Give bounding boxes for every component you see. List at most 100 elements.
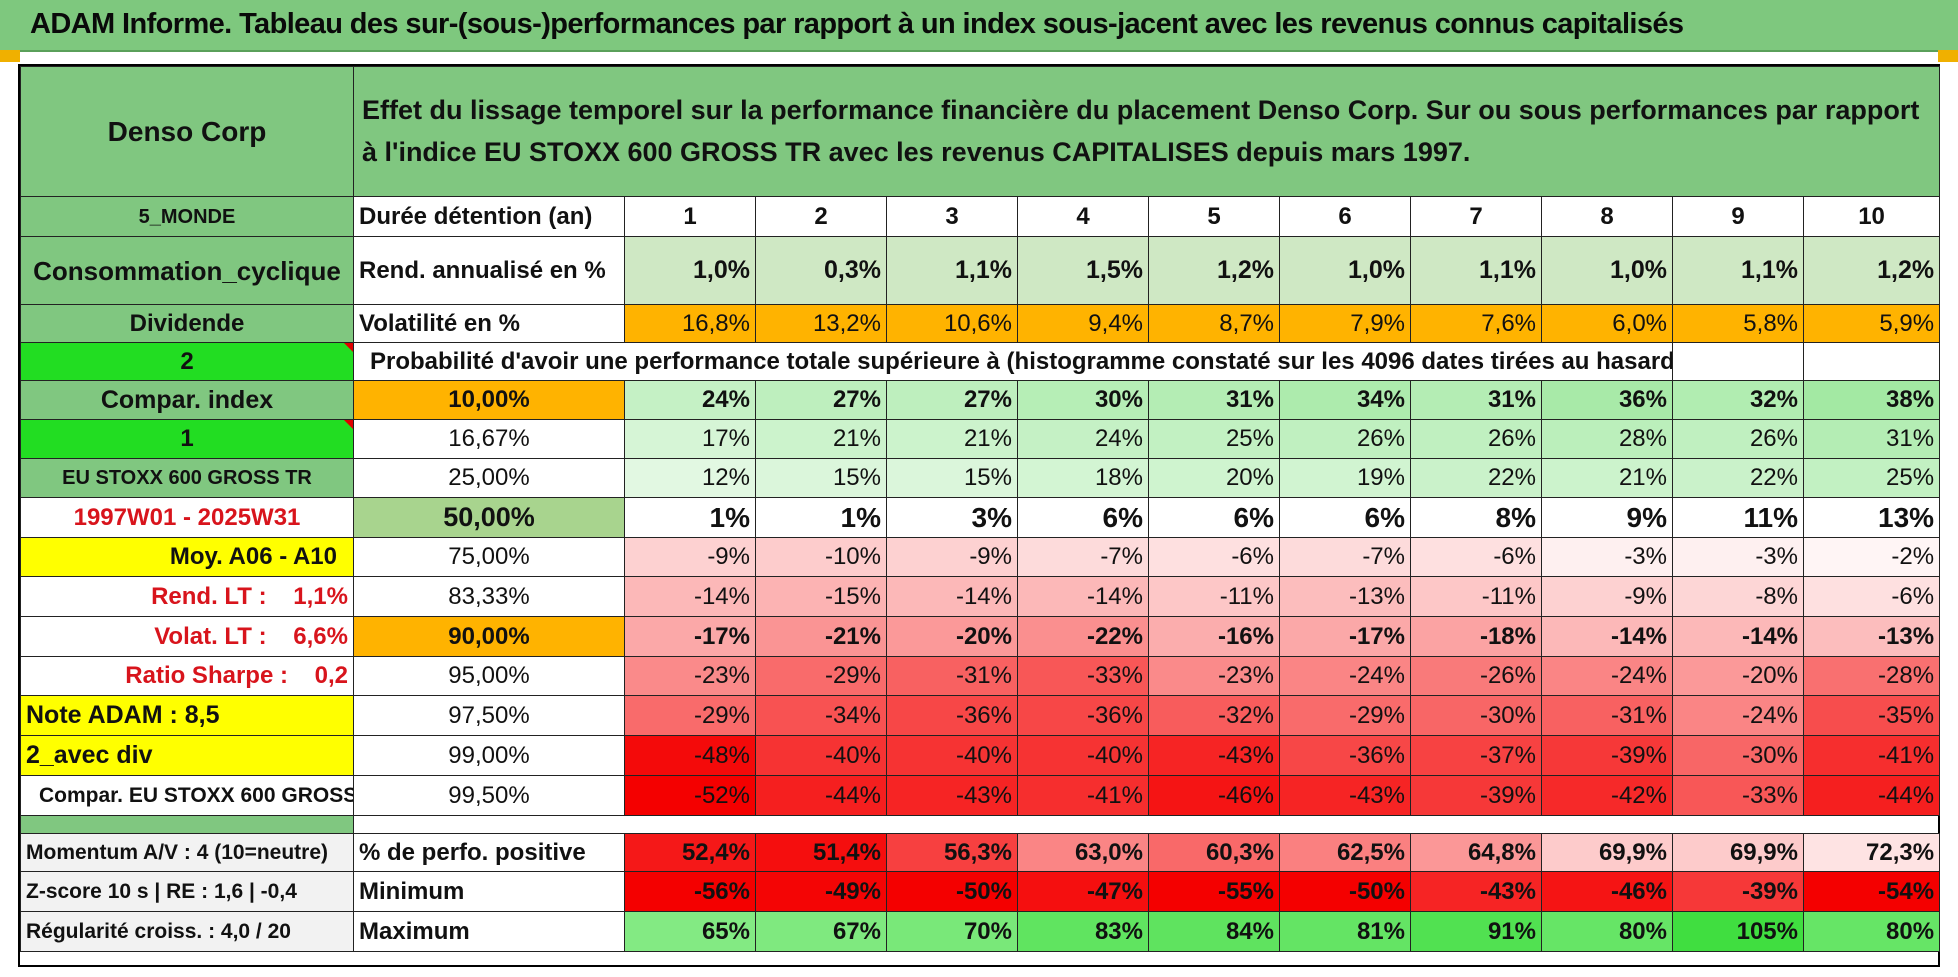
year-header-8: 8 bbox=[1541, 196, 1673, 237]
quantile-value: 1% bbox=[755, 497, 887, 538]
summary-value: 84% bbox=[1148, 911, 1280, 952]
quantile-value: -20% bbox=[886, 616, 1018, 657]
quantile-value: -36% bbox=[886, 695, 1018, 736]
vol-value: 10,6% bbox=[886, 304, 1018, 343]
quantile-value: -34% bbox=[755, 695, 887, 736]
quantile-value: -6% bbox=[1802, 576, 1941, 617]
quantile-value: 3% bbox=[886, 497, 1018, 538]
quantile-value: -39% bbox=[1541, 735, 1673, 776]
quantile-value: -6% bbox=[1148, 537, 1280, 577]
quantile-row: Note ADAM : 8,5 97,50% -29% -34% -36% -36% -32… bbox=[20, 695, 1941, 736]
year-header-10: 10 bbox=[1802, 196, 1941, 237]
quantile-value: -44% bbox=[755, 775, 887, 816]
ratio-sharpe-label: Ratio Sharpe : 0,2 bbox=[20, 656, 354, 696]
quantile-value: 24% bbox=[1017, 419, 1149, 459]
summary-value: -39% bbox=[1672, 871, 1804, 912]
summary-value: 91% bbox=[1410, 911, 1542, 952]
quantile-value: -18% bbox=[1410, 616, 1542, 657]
corner-marker-left bbox=[0, 50, 20, 62]
quantile-value: -15% bbox=[755, 576, 887, 617]
summary-value: 64,8% bbox=[1410, 833, 1542, 872]
quantile-value: -43% bbox=[1148, 735, 1280, 776]
quantile-value: -16% bbox=[1148, 616, 1280, 657]
summary-value: 69,9% bbox=[1672, 833, 1804, 872]
summary-value: 62,5% bbox=[1279, 833, 1411, 872]
summary-value: -54% bbox=[1802, 871, 1941, 912]
quantile-value: -52% bbox=[624, 775, 756, 816]
description: Effet du lissage temporel sur la perform… bbox=[352, 66, 1941, 197]
summary-value: 80% bbox=[1802, 911, 1941, 952]
quantile-value: -3% bbox=[1541, 537, 1673, 577]
vol-value: 6,0% bbox=[1541, 304, 1673, 343]
summary-label: % de perfo. positive bbox=[353, 833, 625, 872]
quantile-value: 36% bbox=[1541, 380, 1673, 420]
quantile-value: -29% bbox=[1279, 695, 1411, 736]
selector-cell-1[interactable]: 2 bbox=[20, 342, 354, 381]
quantile-value: -30% bbox=[1672, 735, 1804, 776]
quantile-row: 1997W01 - 2025W31 50,00% 1% 1% 3% 6% 6% 6% 8% 9% 1… bbox=[20, 497, 1941, 538]
vol-label: Volatilité en % bbox=[353, 304, 625, 343]
quantile-value: -36% bbox=[1017, 695, 1149, 736]
quantile-value: 32% bbox=[1672, 380, 1804, 420]
summary-value: -46% bbox=[1541, 871, 1673, 912]
quantile-value: -14% bbox=[1672, 616, 1804, 657]
quantile-value: 30% bbox=[1017, 380, 1149, 420]
quantile-value: -14% bbox=[1017, 576, 1149, 617]
quantile-value: -40% bbox=[755, 735, 887, 776]
summary-value: 65% bbox=[624, 911, 756, 952]
quantile-value: -3% bbox=[1672, 537, 1804, 577]
quantile-row: Compar. index 10,00% 24% 27% 27% 30% 31% 34% 31%… bbox=[20, 380, 1941, 420]
quantile-value: 31% bbox=[1410, 380, 1542, 420]
quantile-value: -32% bbox=[1148, 695, 1280, 736]
quantile-value: -31% bbox=[1541, 695, 1673, 736]
quantile-value: -29% bbox=[624, 695, 756, 736]
quantile-value: -41% bbox=[1017, 775, 1149, 816]
rend-value: 1,2% bbox=[1148, 236, 1280, 305]
summary-value: -50% bbox=[886, 871, 1018, 912]
quantile-value: 12% bbox=[624, 458, 756, 498]
quantile-label: 99,50% bbox=[353, 775, 625, 816]
vol-value: 5,9% bbox=[1802, 304, 1941, 343]
quantile-value: 15% bbox=[886, 458, 1018, 498]
rend-lt-label: Rend. LT : 1,1% bbox=[20, 576, 354, 617]
quantile-value: -37% bbox=[1410, 735, 1542, 776]
quantile-row: Ratio Sharpe : 0,2 95,00% -23% -29% -31% -33%… bbox=[20, 656, 1941, 696]
vol-value: 5,8% bbox=[1672, 304, 1804, 343]
quantile-value: -24% bbox=[1541, 656, 1673, 696]
quantile-value: -23% bbox=[1148, 656, 1280, 696]
quantile-label: 75,00% bbox=[353, 537, 625, 577]
quantile-value: -9% bbox=[1541, 576, 1673, 617]
quantile-label: 10,00% bbox=[353, 380, 625, 420]
quantile-row: Rend. LT : 1,1% 83,33% -14% -15% -14% -14% -11… bbox=[20, 576, 1941, 617]
rend-value: 0,3% bbox=[755, 236, 887, 305]
quantile-value: -14% bbox=[1541, 616, 1673, 657]
rend-label: Rend. annualisé en % bbox=[353, 236, 625, 305]
summary-value: 60,3% bbox=[1148, 833, 1280, 872]
quantile-value: -24% bbox=[1279, 656, 1411, 696]
quantile-value: 34% bbox=[1279, 380, 1411, 420]
quantile-value: -26% bbox=[1410, 656, 1542, 696]
selector-cell-2[interactable]: 1 bbox=[20, 419, 354, 459]
quantile-label: 25,00% bbox=[353, 458, 625, 498]
quantile-value: 13% bbox=[1802, 497, 1941, 538]
avec-div-label: 2_avec div bbox=[20, 735, 354, 776]
performance-table: Denso Corp Effet du lissage temporel sur… bbox=[20, 66, 1941, 952]
summary-value: 51,4% bbox=[755, 833, 887, 872]
summary-label: Minimum bbox=[353, 871, 625, 912]
quantile-value: 18% bbox=[1017, 458, 1149, 498]
quantile-value: -46% bbox=[1148, 775, 1280, 816]
quantile-value: 26% bbox=[1410, 419, 1542, 459]
quantile-value: 17% bbox=[624, 419, 756, 459]
quantile-value: 22% bbox=[1410, 458, 1542, 498]
summary-label: Maximum bbox=[353, 911, 625, 952]
rend-value: 1,1% bbox=[1672, 236, 1804, 305]
summary-value: -43% bbox=[1410, 871, 1542, 912]
volat-lt-label: Volat. LT : 6,6% bbox=[20, 616, 354, 657]
quantile-value: -28% bbox=[1802, 656, 1941, 696]
quantile-value: 22% bbox=[1672, 458, 1804, 498]
quantile-value: -17% bbox=[624, 616, 756, 657]
quantile-row: Compar. EU STOXX 600 GROSS TR99,50%-52%-… bbox=[20, 775, 1941, 816]
zscore-label: Z-score 10 s | RE : 1,6 | -0,4 bbox=[20, 871, 354, 912]
quantile-value: 6% bbox=[1017, 497, 1149, 538]
quantile-value: -35% bbox=[1802, 695, 1941, 736]
